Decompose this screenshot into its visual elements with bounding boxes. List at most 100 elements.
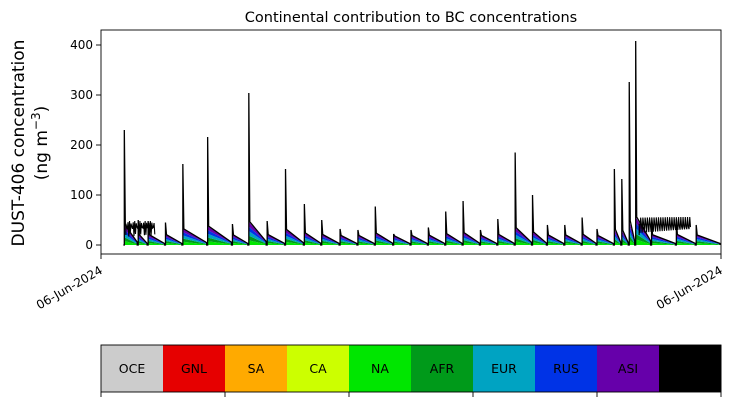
legend-label: RUS — [553, 361, 579, 376]
series-band — [124, 241, 138, 245]
series-band — [138, 238, 148, 245]
legend-swatch — [411, 345, 474, 392]
legend-label: SA — [248, 361, 265, 376]
series-band — [480, 239, 497, 245]
series-band — [564, 239, 582, 245]
series-noise-line — [638, 216, 692, 235]
series-band — [582, 236, 596, 245]
series-band — [321, 242, 340, 245]
series-band — [285, 238, 304, 245]
series-band — [428, 241, 445, 245]
series-group — [123, 40, 721, 246]
series-band — [621, 233, 629, 244]
series-band — [138, 242, 148, 245]
series-band — [532, 234, 547, 244]
series-band — [463, 237, 480, 245]
series-band — [411, 239, 428, 245]
series-band — [621, 239, 629, 245]
series-band — [547, 241, 564, 245]
series-band — [321, 236, 340, 245]
series-band — [165, 236, 182, 245]
series-band — [148, 236, 165, 245]
series-band — [676, 240, 696, 245]
series-band — [207, 233, 232, 244]
plot-frame — [100, 29, 722, 255]
series-band — [248, 231, 267, 244]
series-band — [582, 242, 596, 245]
series-band — [480, 237, 497, 245]
series-band — [676, 242, 696, 245]
series-band — [515, 234, 532, 244]
y-tick-label: 400 — [70, 38, 93, 52]
series-band — [393, 239, 410, 245]
series-band — [497, 238, 515, 245]
series-band — [165, 240, 182, 245]
series-band — [124, 233, 138, 244]
series-band — [497, 242, 515, 245]
series-band — [267, 242, 285, 245]
series-band — [597, 243, 614, 245]
series-band — [564, 241, 582, 245]
series-band — [207, 229, 232, 244]
series-band — [138, 236, 148, 245]
legend-label: EUR — [491, 361, 517, 376]
series-band — [582, 238, 596, 245]
series-band — [124, 229, 138, 244]
series-band — [480, 243, 497, 245]
series-band — [696, 243, 720, 245]
legend-swatch — [163, 345, 226, 392]
legend-label: AUS — [677, 361, 703, 376]
series-band — [515, 238, 532, 245]
series-band — [564, 243, 582, 245]
y-axis-unit-close: ) — [32, 106, 52, 113]
series-band — [248, 226, 267, 243]
series-band — [547, 239, 564, 245]
y-ticks: 0 100 200 300 400 — [70, 38, 101, 252]
series-band — [614, 232, 621, 244]
series-band — [445, 235, 463, 244]
series-band — [340, 241, 357, 245]
series-total-line — [123, 40, 721, 246]
x-tick-label: 06-Jun-2024 — [34, 263, 105, 312]
series-band — [676, 236, 696, 245]
series-band — [614, 238, 621, 245]
legend-frame — [100, 344, 722, 393]
legend-label: GNL — [181, 361, 207, 376]
series-band — [547, 237, 564, 245]
series-band — [651, 238, 676, 245]
series-band — [696, 241, 720, 245]
series-band — [532, 239, 547, 245]
series-band — [285, 235, 304, 245]
series-band — [411, 237, 428, 245]
series-band — [148, 240, 165, 245]
series-band — [232, 238, 248, 245]
legend-label: AFR — [430, 361, 455, 376]
legend-swatch — [659, 345, 722, 392]
legend-swatch — [597, 345, 660, 392]
series-band — [232, 242, 248, 245]
series-band — [515, 241, 532, 245]
series-band — [532, 242, 547, 245]
legend-swatch — [473, 345, 536, 392]
legend-label: OCE — [119, 361, 146, 376]
series-band — [340, 237, 357, 245]
x-tick-label: 06-Jun-2024 — [654, 263, 725, 312]
series-band — [375, 240, 393, 245]
series-band — [267, 236, 285, 245]
series-band — [267, 238, 285, 245]
y-tick-label: 200 — [70, 138, 93, 152]
legend-colorbar: OCE GNL SA CA NA AFR EUR RUS ASI AUS — [100, 344, 722, 397]
y-tick-label: 100 — [70, 188, 93, 202]
series-band — [340, 239, 357, 245]
series-band — [564, 237, 582, 245]
series-band — [182, 241, 207, 245]
y-axis-unit: (ng m−3) — [29, 106, 52, 181]
series-band — [597, 239, 614, 245]
series-band — [165, 238, 182, 245]
series-band — [463, 242, 480, 245]
series-band — [248, 240, 267, 245]
y-axis-unit-sup: −3 — [29, 112, 43, 130]
series-band — [182, 232, 207, 244]
series-band — [629, 230, 635, 244]
